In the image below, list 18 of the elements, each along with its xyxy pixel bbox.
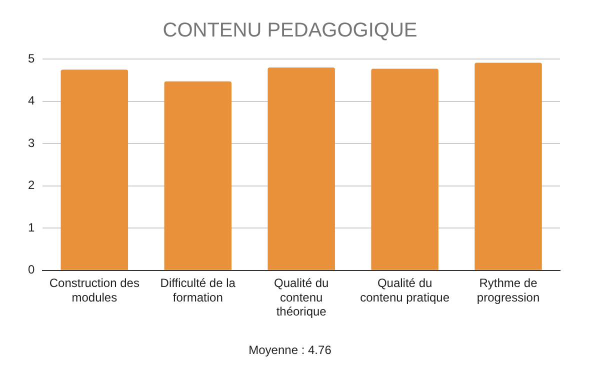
text: Moyenne : 4.76 <box>248 343 332 358</box>
bar <box>164 81 232 270</box>
x-tick-label: Rythme de progression <box>476 276 540 304</box>
y-tick-label: 2 <box>28 178 35 192</box>
x-tick-label: Qualité du contenu théorique <box>274 276 329 319</box>
chart-title: CONTENU PEDAGOGIQUE <box>162 20 418 42</box>
x-tick-label: Qualité du contenu pratique <box>360 276 450 304</box>
y-tick-label: 4 <box>28 94 35 108</box>
bar <box>268 67 335 270</box>
x-tick-label: Difficulté de la formation <box>160 276 236 304</box>
bar <box>474 62 542 270</box>
y-tick-label: 3 <box>28 136 35 150</box>
x-tick-label: Construction des modules <box>49 276 140 304</box>
bar <box>60 70 128 270</box>
bar <box>371 68 438 270</box>
y-tick-label: 5 <box>28 51 35 66</box>
y-tick-label: 0 <box>28 262 35 277</box>
y-tick-label: 1 <box>28 220 35 234</box>
